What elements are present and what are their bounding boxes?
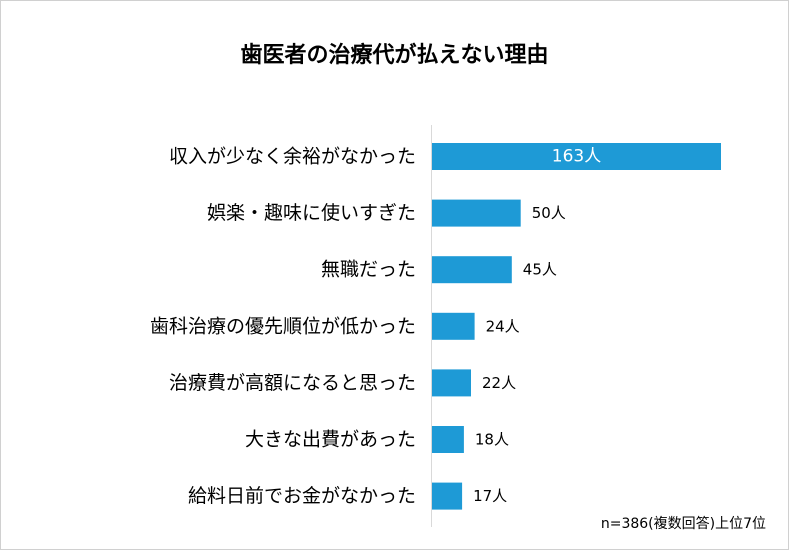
category-label-2: 無職だった xyxy=(321,259,416,281)
bar-5 xyxy=(432,426,464,453)
category-label-4: 治療費が高額になると思った xyxy=(169,372,416,394)
bar-0 xyxy=(432,143,721,170)
category-label-5: 大きな出費があった xyxy=(245,429,416,451)
bar-4 xyxy=(432,369,471,397)
value-label-2: 45人 xyxy=(523,261,557,279)
value-label-3: 24人 xyxy=(486,317,520,335)
value-label-5: 18人 xyxy=(475,431,509,449)
sample-size-note: n=386(複数回答)上位7位 xyxy=(600,516,766,532)
value-label-0: 163人 xyxy=(552,147,601,167)
category-label-3: 歯科治療の優先順位が低かった xyxy=(150,315,416,337)
bar-2 xyxy=(432,256,512,284)
value-label-1: 50人 xyxy=(532,204,566,222)
value-label-4: 22人 xyxy=(482,374,516,392)
category-label-0: 収入が少なく余裕がなかった xyxy=(169,146,416,168)
value-label-6: 17人 xyxy=(473,487,507,505)
bar-6 xyxy=(432,482,463,510)
category-label-1: 娯楽・趣味に使いすぎた xyxy=(207,202,416,224)
bar-3 xyxy=(432,312,475,340)
category-label-6: 給料日前でお金がなかった xyxy=(188,485,416,507)
bar-1 xyxy=(432,199,521,227)
chart-title: 歯医者の治療代が払えない理由 xyxy=(240,43,549,68)
